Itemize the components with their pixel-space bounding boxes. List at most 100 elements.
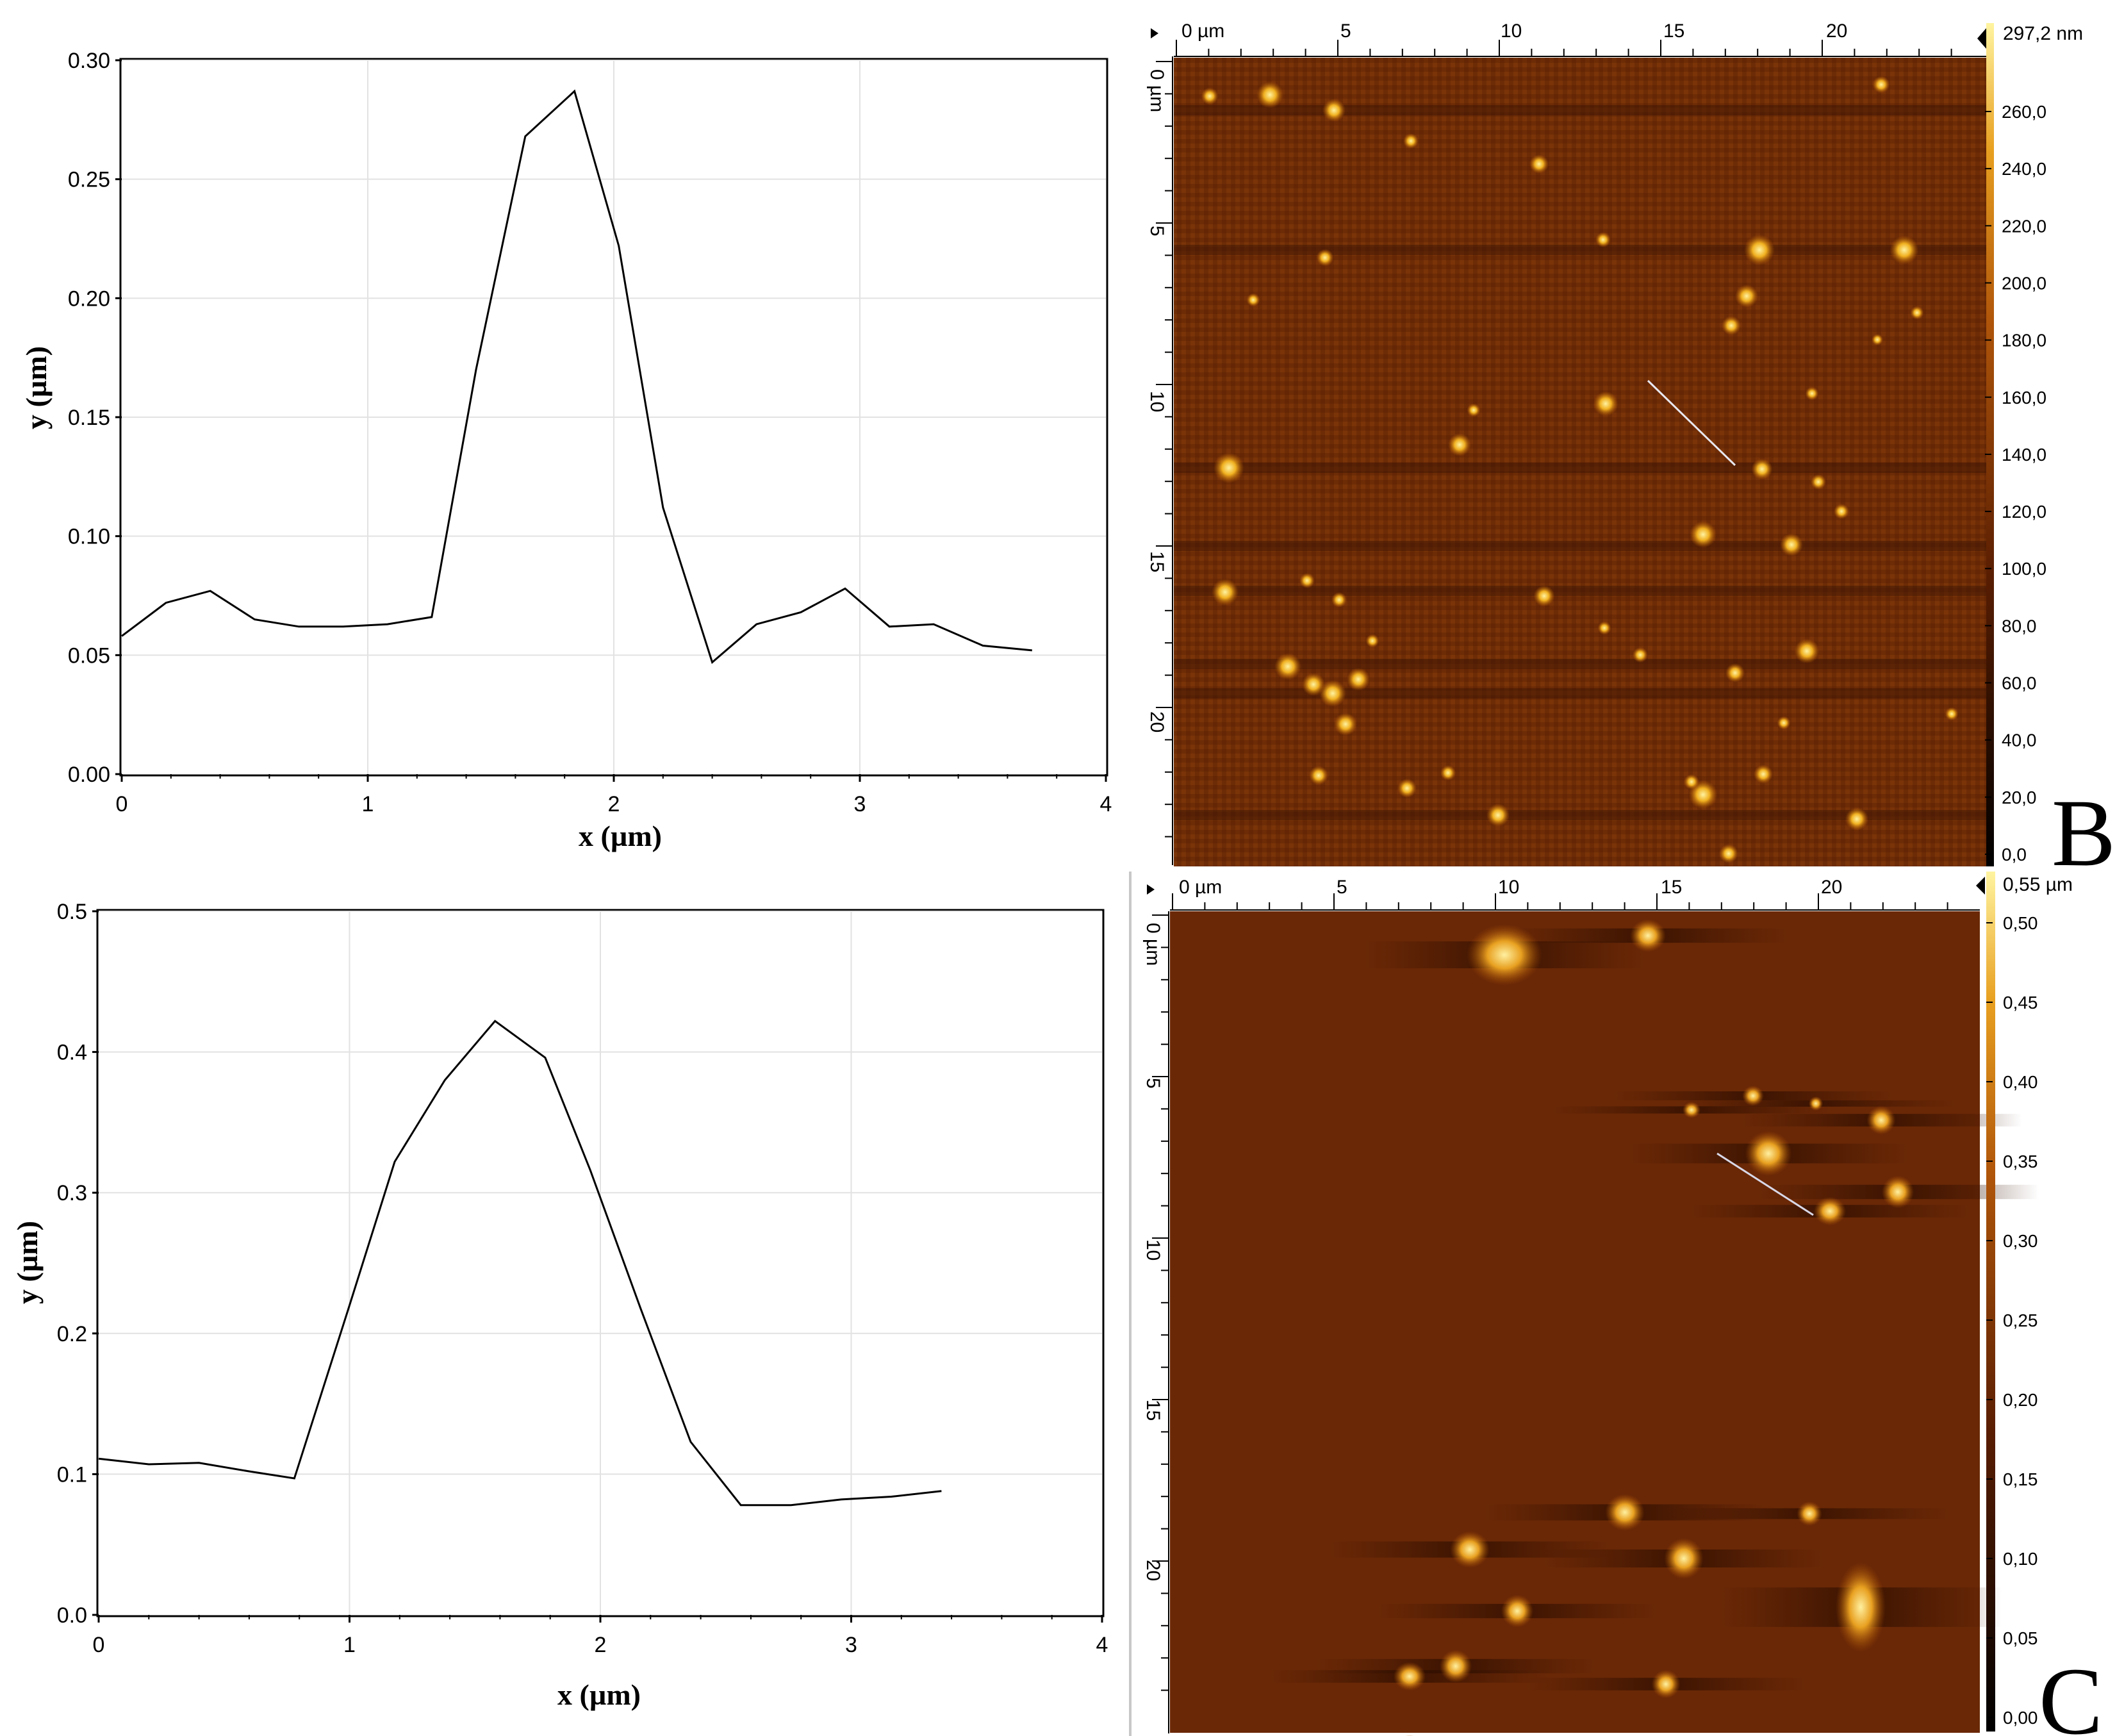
- ruler-arrow-icon[interactable]: [1151, 28, 1158, 38]
- colorbar-tick-label: 220,0: [2002, 216, 2046, 236]
- colorbar: [1986, 872, 1995, 1732]
- x-ruler-label-10: 10: [1501, 21, 1522, 42]
- x-tick-label: 0: [116, 792, 128, 816]
- colorbar-tick-label: 0,50: [2003, 913, 2038, 933]
- y-ruler-ticks: [1156, 61, 1173, 838]
- particle: [1214, 452, 1244, 483]
- particle: [1690, 521, 1716, 548]
- plot-area-b: 0.00 0.05 0.10 0.15 0.20 0.25 0.30 0 1 2 3 4: [68, 49, 1112, 816]
- particle: [1316, 249, 1334, 267]
- y-tick-label: 0.25: [68, 168, 110, 192]
- particle: [1501, 1594, 1534, 1628]
- y-ruler-label-15: 15: [1146, 551, 1167, 572]
- scan-streak: [1174, 688, 1986, 699]
- y-ruler-label-15: 15: [1142, 1400, 1164, 1421]
- y-ruler-label-5: 5: [1146, 226, 1167, 236]
- particle: [1299, 573, 1315, 588]
- y-tick-label: 0.4: [57, 1041, 87, 1065]
- profile-chart-c: 0.0 0.1 0.2 0.3 0.4 0.5 0 1 2 3 4 x (µm) y (µm): [11, 900, 1108, 1711]
- y-axis-label: y (µm): [20, 346, 53, 429]
- particle: [1246, 293, 1260, 307]
- x-ruler-label-20: 20: [1821, 877, 1842, 898]
- x-ruler-label-0: 0 µm: [1179, 877, 1222, 898]
- colorbar-marker-icon[interactable]: [1976, 877, 1985, 895]
- particle: [1397, 779, 1417, 798]
- y-ruler-label-0: 0 µm: [1142, 923, 1164, 966]
- particle: [1881, 1175, 1914, 1209]
- x-tick-label: 0: [93, 1633, 105, 1657]
- particle: [1845, 807, 1868, 831]
- particle: [1467, 924, 1542, 986]
- y-ruler-ticks: [1152, 914, 1169, 1691]
- particle: [1597, 621, 1611, 635]
- x-ruler-ticks: [1176, 40, 1952, 56]
- particle: [1334, 713, 1357, 736]
- particle: [1945, 707, 1959, 721]
- panel-letter-b: B: [2052, 780, 2116, 872]
- ruler-arrow-icon[interactable]: [1147, 884, 1155, 895]
- scan-streak: [1174, 245, 1986, 255]
- colorbar-max-label: 297,2 nm: [2003, 23, 2083, 44]
- colorbar-tick-label: 0,45: [2003, 993, 2038, 1013]
- y-tick-label: 0.05: [68, 643, 110, 668]
- particle: [1309, 766, 1328, 785]
- particle: [1684, 774, 1699, 789]
- particle: [1794, 638, 1820, 664]
- x-axis-label: x (µm): [579, 820, 662, 852]
- y-tick-label: 0.2: [57, 1322, 87, 1346]
- x-tick-label: 3: [845, 1633, 857, 1657]
- x-ticks: 0 1 2 3 4: [116, 774, 1112, 816]
- particle: [1872, 76, 1890, 94]
- particle: [1486, 804, 1510, 827]
- y-ruler-label-20: 20: [1146, 711, 1167, 732]
- particle: [1813, 1196, 1847, 1226]
- x-ruler-label-10: 10: [1498, 877, 1519, 898]
- particle: [1780, 533, 1803, 556]
- profile-cut-line: [1647, 379, 1736, 467]
- x-ruler-ticks: [1172, 893, 1948, 910]
- profile-chart-b: 0.00 0.05 0.10 0.15 0.20 0.25 0.30 0 1 2 3 4 x (µm…: [20, 49, 1112, 852]
- scan-streak: [1174, 105, 1986, 115]
- particle: [1910, 306, 1924, 320]
- particle: [1735, 285, 1758, 308]
- particle: [1439, 1649, 1472, 1683]
- particle: [1605, 1494, 1645, 1531]
- particle: [1467, 403, 1481, 417]
- particle: [1745, 1130, 1792, 1177]
- particle: [1664, 1538, 1704, 1579]
- particle: [1754, 765, 1773, 784]
- particle: [1593, 391, 1618, 417]
- colorbar-tick-label: 240,0: [2002, 159, 2046, 179]
- x-tick-label: 1: [362, 792, 374, 816]
- colorbar: [1986, 23, 1994, 866]
- particle: [1889, 235, 1919, 265]
- y-tick-label: 0.3: [57, 1181, 87, 1205]
- y-ticks: 0.0 0.1 0.2 0.3 0.4 0.5: [57, 900, 99, 1628]
- particle: [1393, 1662, 1426, 1691]
- scan-streak: [1174, 541, 1986, 551]
- particle: [1440, 765, 1456, 781]
- particles: [1201, 76, 1959, 863]
- colorbar-tick-label: 0,40: [2003, 1072, 2038, 1092]
- particle: [1595, 232, 1611, 247]
- y-axis-label: y (µm): [11, 1221, 44, 1304]
- particles: [1393, 919, 1914, 1736]
- x-ruler-label-5: 5: [1340, 21, 1351, 42]
- particle: [1256, 81, 1283, 108]
- afm-image-panel-b: 0 µm 5 10 15 20 0 µm 5 10 15 20 297,2 nm…: [1128, 0, 2124, 872]
- x-tick-label: 1: [343, 1633, 356, 1657]
- y-ruler-label-10: 10: [1146, 391, 1167, 412]
- y-tick-label: 0.15: [68, 406, 110, 430]
- colorbar-labels: 260,0 240,0 220,0 200,0 180,0 160,0 140,0 120,0…: [1985, 102, 2046, 864]
- scan-streak: [1174, 463, 1986, 473]
- particle: [1365, 634, 1379, 648]
- colorbar-marker-icon[interactable]: [1977, 28, 1986, 49]
- particle: [1331, 592, 1347, 608]
- particle: [1302, 673, 1325, 696]
- colorbar-tick-label: 0,20: [2003, 1390, 2038, 1410]
- particle: [1777, 716, 1791, 730]
- colorbar-tick-label: 100,0: [2002, 559, 2046, 579]
- colorbar-tick-label: 0,35: [2003, 1152, 2038, 1171]
- colorbar-tick-label: 180,0: [2002, 331, 2046, 351]
- gridlines: [122, 60, 1106, 774]
